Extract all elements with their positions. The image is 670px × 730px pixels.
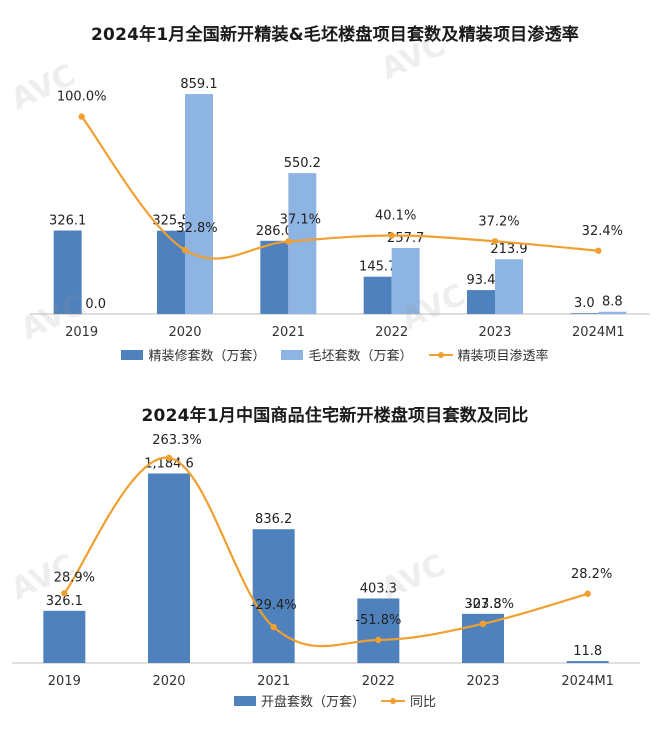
data-label: 326.1 xyxy=(46,594,83,609)
bar xyxy=(53,230,82,314)
line-label: 40.1% xyxy=(375,209,416,224)
data-label: 326.1 xyxy=(49,214,86,229)
data-label: 836.2 xyxy=(255,512,292,527)
data-label: 3.0 xyxy=(574,296,595,311)
legend-swatch xyxy=(121,349,144,360)
line-point xyxy=(479,620,487,628)
line-label: -51.8% xyxy=(355,613,401,628)
x-tick-label: 2019 xyxy=(48,674,81,689)
bar xyxy=(363,276,392,314)
bar xyxy=(566,661,609,663)
legend-label: 精装修套数（万套） xyxy=(148,349,266,364)
data-label: 307.3 xyxy=(464,597,501,612)
x-tick-label: 2022 xyxy=(362,674,395,689)
line-label: 37.1% xyxy=(280,212,321,227)
x-tick-label: 2020 xyxy=(168,325,201,340)
line-series xyxy=(63,456,588,648)
data-label: 286.0 xyxy=(256,224,293,239)
x-tick-label: 2020 xyxy=(152,674,185,689)
line-label: -23.8% xyxy=(468,597,514,612)
chart-penetration: 2024年1月全国新开精装&毛坯楼盘项目套数及精装项目渗透率 2019 326.1… xyxy=(0,25,670,364)
line-label: -29.4% xyxy=(251,598,297,613)
line-point xyxy=(165,454,173,462)
data-label: 403.3 xyxy=(360,581,397,596)
line-point xyxy=(78,113,85,120)
chart-title: 2024年1月全国新开精装&毛坯楼盘项目套数及精装项目渗透率 xyxy=(91,25,579,45)
x-tick-label: 2022 xyxy=(375,325,408,340)
chart-plot: 2019326.120201,184.62021836.22022403.320… xyxy=(12,433,640,689)
bar xyxy=(391,248,420,314)
bar xyxy=(357,598,400,663)
line-label: 263.3% xyxy=(152,433,202,448)
legend: 开盘套数（万套） 同比 xyxy=(0,691,670,710)
bar xyxy=(260,240,289,314)
legend-item: 精装项目渗透率 xyxy=(428,345,549,364)
line-label: 100.0% xyxy=(57,90,107,105)
x-tick-label: 2021 xyxy=(257,674,290,689)
x-tick-label: 2019 xyxy=(65,325,98,340)
line-label: 32.4% xyxy=(582,224,623,239)
data-label: 213.9 xyxy=(490,242,527,257)
line-label: 32.8% xyxy=(176,221,217,236)
bar xyxy=(148,473,190,663)
line-point xyxy=(270,623,277,631)
bar xyxy=(252,529,295,663)
data-label: 550.2 xyxy=(284,156,321,171)
legend-line-swatch xyxy=(381,696,405,706)
legend-item: 开盘套数（万套） xyxy=(233,691,365,710)
line-point xyxy=(584,590,591,597)
data-label: 145.7 xyxy=(359,260,396,275)
data-label: 859.1 xyxy=(180,77,217,92)
legend-item: 毛坯套数（万套） xyxy=(281,345,413,364)
bar xyxy=(467,290,495,314)
line-point xyxy=(181,246,189,254)
data-label: 93.4 xyxy=(467,273,496,288)
bar xyxy=(157,230,185,314)
chart-new-projects: 2024年1月中国商品住宅新开楼盘项目套数及同比 2019 326.1 2020 1,… xyxy=(0,385,670,730)
bar xyxy=(43,610,86,663)
legend-swatch xyxy=(281,349,304,360)
line-series xyxy=(80,115,599,260)
x-tick-label: 2023 xyxy=(478,325,511,340)
legend-line-swatch xyxy=(428,350,453,360)
chart-title: 2024年1月中国商品住宅新开楼盘项目套数及同比 xyxy=(141,406,529,426)
bar xyxy=(495,259,523,314)
line-point xyxy=(388,232,395,239)
x-tick-label: 2023 xyxy=(466,674,499,689)
legend-label: 精装项目渗透率 xyxy=(457,349,549,364)
line-label: 28.9% xyxy=(54,570,95,585)
line-point xyxy=(491,238,499,245)
x-tick-label: 2021 xyxy=(272,325,305,340)
bar xyxy=(288,173,317,314)
chart-plot: 2019 326.1 0.0 2020 325.5 859.1 2021 286.0 550.2… xyxy=(30,77,650,340)
legend-label: 开盘套数（万套） xyxy=(260,695,365,710)
data-label: 8.8 xyxy=(602,295,623,310)
data-label: 325.5 xyxy=(152,214,189,229)
x-tick-label: 2024M1 xyxy=(572,325,625,340)
bar xyxy=(570,313,599,314)
line-point xyxy=(61,590,68,597)
legend-label: 毛坯套数（万套） xyxy=(308,349,413,364)
data-label: 11.8 xyxy=(573,644,602,659)
legend-item: 精装修套数（万套） xyxy=(121,345,265,364)
line-point xyxy=(595,247,602,254)
line-point xyxy=(375,636,382,644)
line-label: 28.2% xyxy=(571,567,612,582)
data-label: 0.0 xyxy=(85,297,106,312)
line-label: 37.2% xyxy=(478,214,519,229)
bar xyxy=(598,311,627,314)
legend-item: 同比 xyxy=(381,691,436,710)
x-tick-label: 2024M1 xyxy=(561,674,614,689)
legend: 精装修套数（万套） 毛坯套数（万套） 精装项目渗透率 xyxy=(0,345,670,364)
legend-swatch xyxy=(233,695,256,706)
bar xyxy=(185,94,213,314)
legend-label: 同比 xyxy=(410,695,437,710)
line-point xyxy=(285,238,292,245)
